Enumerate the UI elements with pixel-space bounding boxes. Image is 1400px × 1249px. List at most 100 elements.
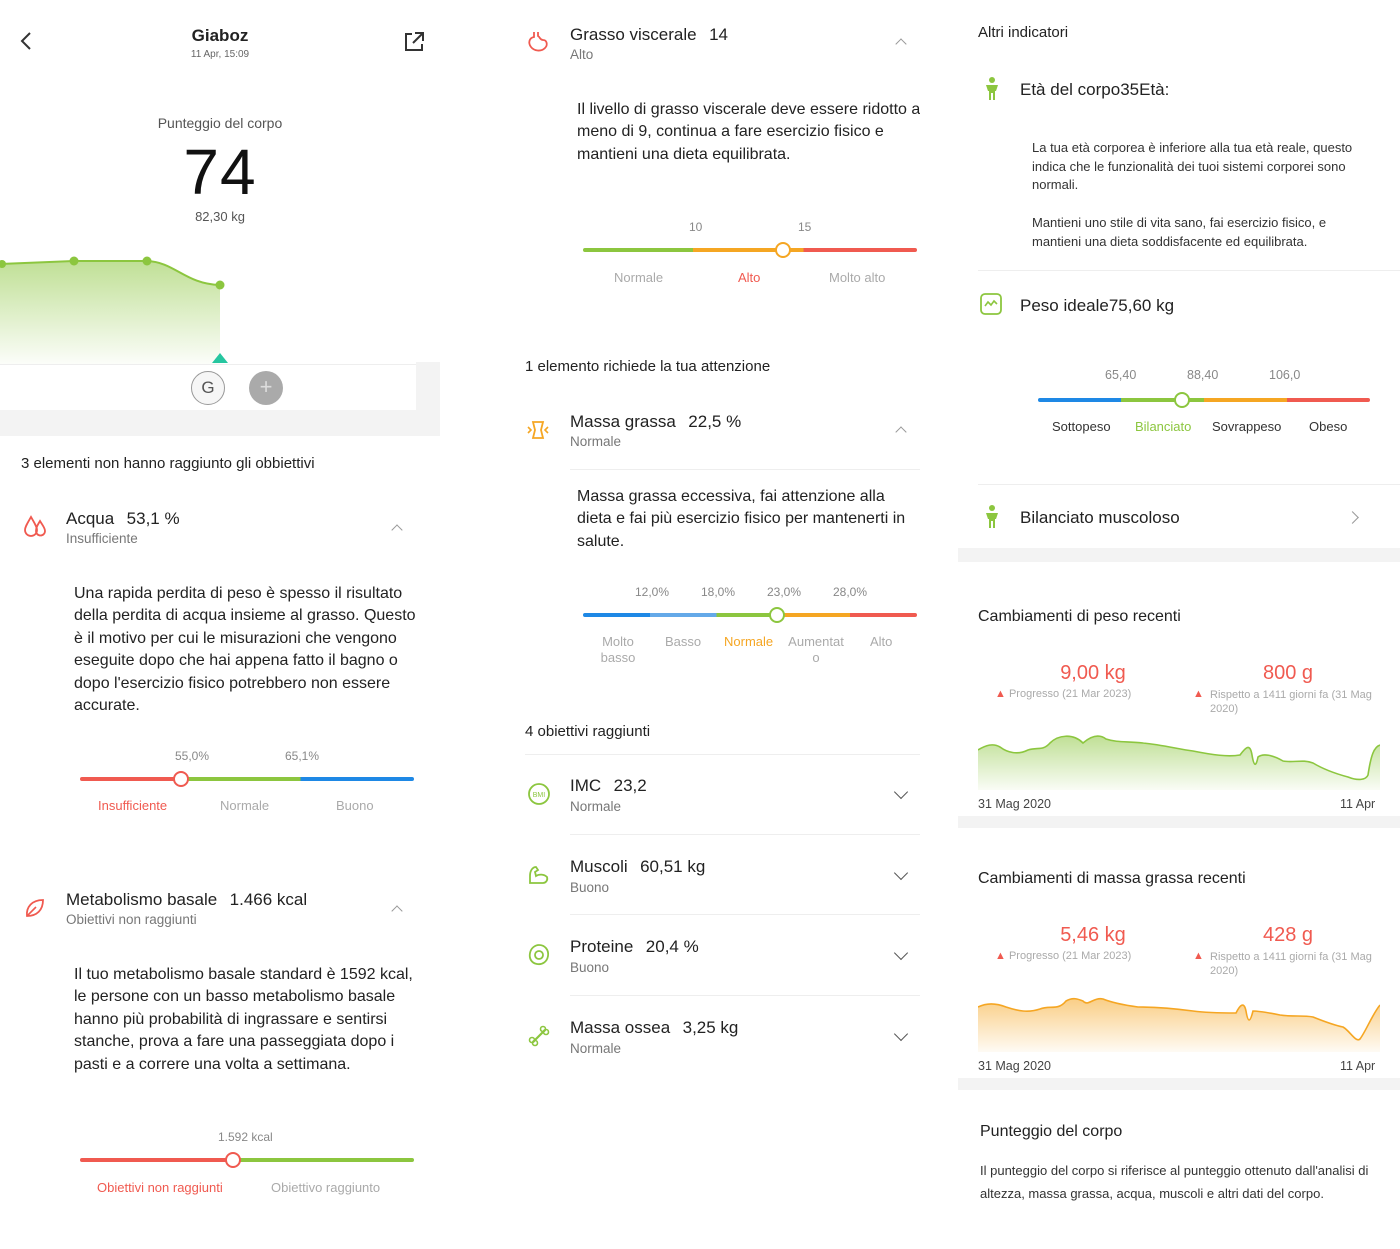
peso-marker xyxy=(1174,392,1190,408)
weight-end-date: 11 Apr xyxy=(1340,797,1376,811)
acqua-status: Insufficiente xyxy=(66,531,138,546)
chevron-down-icon[interactable] xyxy=(893,945,909,961)
metabolismo-status: Obiettivi non raggiunti xyxy=(66,912,197,927)
achieved-row-proteine[interactable]: Proteine 20,4 % Buono xyxy=(480,933,920,988)
weight-right-caption: Rispetto a 1411 giorni fa (31 Mag 2020) xyxy=(1210,689,1372,715)
score-value: 74 xyxy=(183,136,257,208)
fat-left-caption: Progresso (21 Mar 2023) xyxy=(1008,950,1132,962)
collapse-icon[interactable] xyxy=(391,905,403,917)
acqua-range-high: Buono xyxy=(336,798,374,813)
person-icon xyxy=(986,505,998,528)
visceral-value: 14 xyxy=(709,25,728,44)
panel-indicators: Altri indicatori Età del corpo35Età: La … xyxy=(958,0,1400,1249)
score-info-text: Il punteggio del corpo si riferisce al p… xyxy=(980,1163,1369,1201)
massa-grassa-range-bar xyxy=(583,613,917,617)
visceral-status: Alto xyxy=(570,47,594,62)
visceral-range-mid: Alto xyxy=(738,270,761,285)
collapse-icon[interactable] xyxy=(391,524,403,536)
chevron-down-icon[interactable] xyxy=(893,784,909,800)
water-drop-icon xyxy=(24,515,46,537)
chevron-down-icon[interactable] xyxy=(893,865,909,881)
visceral-description: Il livello di grasso viscerale deve esse… xyxy=(577,101,920,163)
massa-grassa-tick-2: 18,0% xyxy=(701,585,736,599)
massa-grassa-value: 22,5 % xyxy=(688,412,742,431)
achieved-name: Muscoli xyxy=(570,857,628,876)
share-icon[interactable] xyxy=(402,30,426,54)
unmet-section-title: 3 elementi non hanno raggiunto gli obbie… xyxy=(21,455,315,472)
eta-suffix: Età: xyxy=(1139,80,1170,99)
achieved-row-muscoli[interactable]: Muscoli 60,51 kg Buono xyxy=(480,853,920,908)
peso-range-3: Sovrappeso xyxy=(1212,419,1282,434)
eta-description-2: Mantieni uno stile di vita sano, fai ese… xyxy=(1032,215,1327,249)
massa-grassa-tick-1: 12,0% xyxy=(635,585,670,599)
visceral-tick-2: 15 xyxy=(798,220,812,234)
others-title: Altri indicatori xyxy=(978,24,1069,41)
visceral-range-low: Normale xyxy=(614,270,664,285)
massa-grassa-range-2: Basso xyxy=(665,634,702,649)
triangle-up-icon: ▲ xyxy=(1193,688,1204,700)
acqua-description: Una rapida perdita di peso è spesso il r… xyxy=(74,585,416,715)
person-icon xyxy=(986,77,998,100)
chevron-right-icon[interactable] xyxy=(1346,511,1359,524)
achieved-value: 3,25 kg xyxy=(682,1018,739,1037)
massa-grassa-tick-4: 28,0% xyxy=(833,585,868,599)
visceral-row[interactable]: Grasso viscerale 14 Alto xyxy=(480,20,920,70)
visceral-range-bar xyxy=(583,248,917,252)
peso-range-bar xyxy=(1038,398,1370,402)
achieved-value: 20,4 % xyxy=(645,937,699,956)
massa-grassa-row[interactable]: Massa grassa 22,5 % Normale xyxy=(480,408,920,458)
body-type-label: Bilanciato muscoloso xyxy=(1020,508,1180,527)
acqua-range-mid: Normale xyxy=(220,798,270,813)
triangle-up-icon: ▲ xyxy=(995,688,1006,700)
score-label: Punteggio del corpo xyxy=(157,115,283,131)
achieved-status: Buono xyxy=(570,880,610,895)
body-type-row[interactable]: Bilanciato muscoloso xyxy=(958,502,1400,536)
collapse-icon[interactable] xyxy=(895,38,907,50)
peso-range-4: Obeso xyxy=(1309,419,1348,434)
triangle-up-icon: ▲ xyxy=(995,950,1006,962)
metabolismo-marker xyxy=(225,1152,241,1168)
body-fat-icon xyxy=(527,421,549,439)
achieved-row-imc[interactable]: BMI IMC 23,2 Normale xyxy=(480,772,920,827)
score-weight: 82,30 kg xyxy=(195,209,245,224)
acqua-marker xyxy=(173,771,189,787)
weight-start-date: 31 Mag 2020 xyxy=(978,797,1051,811)
add-user-button[interactable]: + xyxy=(249,371,283,405)
achieved-name: IMC xyxy=(570,776,602,795)
massa-grassa-range-3: Normale xyxy=(724,634,774,649)
page-subtitle: 11 Apr, 15:09 xyxy=(190,49,250,60)
massa-grassa-range-1: Molto basso xyxy=(600,634,636,665)
metabolismo-value: 1.466 kcal xyxy=(229,890,308,909)
triangle-up-icon: ▲ xyxy=(1193,950,1204,962)
weight-right-value: 800 g xyxy=(1262,662,1314,684)
massa-grassa-marker xyxy=(769,607,785,623)
back-icon[interactable] xyxy=(16,30,38,52)
eta-description-1: La tua età corporea è inferiore alla tua… xyxy=(1032,140,1353,193)
metabolismo-row[interactable]: Metabolismo basale 1.466 kcal Obiettivi … xyxy=(0,886,440,936)
fat-end-date: 11 Apr xyxy=(1340,1059,1376,1073)
metabolismo-description: Il tuo metabolismo basale standard è 159… xyxy=(74,966,413,1073)
fat-start-date: 31 Mag 2020 xyxy=(978,1059,1051,1073)
eta-value: 35 xyxy=(1120,80,1140,99)
metabolismo-range-low: Obiettivi non raggiunti xyxy=(97,1180,223,1195)
achieved-row-massa-ossea[interactable]: Massa ossea 3,25 kg Normale xyxy=(480,1014,920,1069)
peso-range-1: Sottopeso xyxy=(1052,419,1111,434)
fat-history-chart xyxy=(978,997,1380,1052)
visceral-name: Grasso viscerale xyxy=(570,25,697,44)
score-info-title: Punteggio del corpo xyxy=(980,1123,1123,1140)
peso-tick-3: 106,0 xyxy=(1269,368,1301,382)
avatar[interactable]: G xyxy=(191,371,225,405)
acqua-tick-1: 55,0% xyxy=(175,749,210,763)
collapse-icon[interactable] xyxy=(895,426,907,438)
visceral-range-high: Molto alto xyxy=(829,270,886,285)
achieved-section-title: 4 obiettivi raggiunti xyxy=(525,723,651,740)
svg-text:BMI: BMI xyxy=(533,792,546,799)
page-title: Giaboz xyxy=(191,26,249,45)
metabolismo-range-bar xyxy=(80,1158,414,1162)
visceral-tick-1: 10 xyxy=(689,220,703,234)
chevron-down-icon[interactable] xyxy=(893,1026,909,1042)
weight-changes-title: Cambiamenti di peso recenti xyxy=(978,608,1181,625)
attention-section-title: 1 elemento richiede la tua attenzione xyxy=(525,358,771,375)
acqua-row[interactable]: Acqua 53,1 % Insufficiente xyxy=(0,505,440,555)
massa-grassa-range-4: Aumentato xyxy=(788,634,844,665)
